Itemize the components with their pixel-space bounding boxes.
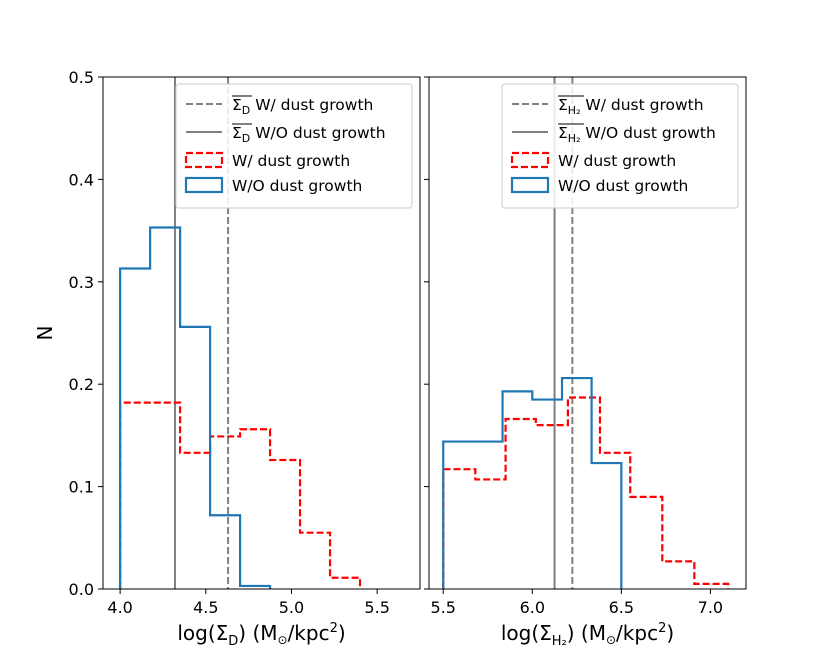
x-axis-label: log(ΣD) (M⊙/kpc2): [177, 621, 345, 649]
legend-label: ΣH₂ W/ dust growth: [558, 96, 704, 117]
legend-label: ΣD W/O dust growth: [232, 124, 386, 145]
y-tick-label: 0.0: [69, 580, 94, 599]
legend-box: [175, 83, 413, 209]
x-tick-label: 5.5: [364, 598, 389, 617]
histogram-with-dust-growth: [442, 396, 730, 589]
legend-label: W/O dust growth: [558, 177, 688, 195]
legend-marker-hist-with: [184, 151, 224, 169]
x-tick-label: 4.5: [193, 598, 218, 617]
plot-frame: [102, 76, 421, 590]
histogram-without-dust-growth: [442, 376, 623, 589]
legend-label: ΣH₂ W/O dust growth: [558, 124, 716, 145]
x-tick-label: 4.0: [107, 598, 132, 617]
legend-marker-hist-with: [510, 151, 550, 169]
x-tick-label: 6.5: [609, 598, 634, 617]
y-tick-label: 0.5: [69, 68, 94, 87]
y-tick-label: 0.1: [69, 478, 94, 497]
legend-label: W/O dust growth: [232, 177, 362, 195]
x-tick-label: 5.5: [431, 598, 456, 617]
x-tick-label: 5.0: [279, 598, 304, 617]
x-tick-label: 6.0: [520, 598, 545, 617]
x-tick-label: 7.0: [698, 598, 723, 617]
legend: ΣD W/ dust growth ΣD W/O dust growth W/ du…: [175, 83, 413, 209]
legend-marker-hist-without: [184, 176, 224, 194]
x-axis-label: log(ΣH₂) (M⊙/kpc2): [501, 621, 674, 649]
y-tick-label: 0.2: [69, 375, 94, 394]
y-tick-label: 0.4: [69, 170, 94, 189]
y-tick-label: 0.3: [69, 273, 94, 292]
legend-label: W/ dust growth: [232, 152, 350, 170]
histogram-without-dust-growth: [119, 226, 272, 589]
panel-2: 5.5 6.0 6.5 7.0 log(ΣH₂) (M⊙/kpc2) ΣH₂ W/ dus…: [424, 76, 747, 649]
plot-frame: [428, 76, 747, 590]
legend-marker-hist-without: [510, 176, 550, 194]
legend-box: [501, 83, 739, 209]
histogram-with-dust-growth: [119, 401, 362, 589]
legend-label: W/ dust growth: [558, 152, 676, 170]
legend-label: ΣD W/ dust growth: [232, 96, 373, 117]
legend: ΣH₂ W/ dust growth ΣH₂ W/O dust growth W/ …: [501, 83, 739, 209]
y-axis-label: N: [33, 326, 57, 341]
panel-1: 4.0 4.5 5.0 5.5 0.0 0.1 0.2 0.3 0.4 0.5 log(ΣD) (M…: [33, 68, 421, 649]
